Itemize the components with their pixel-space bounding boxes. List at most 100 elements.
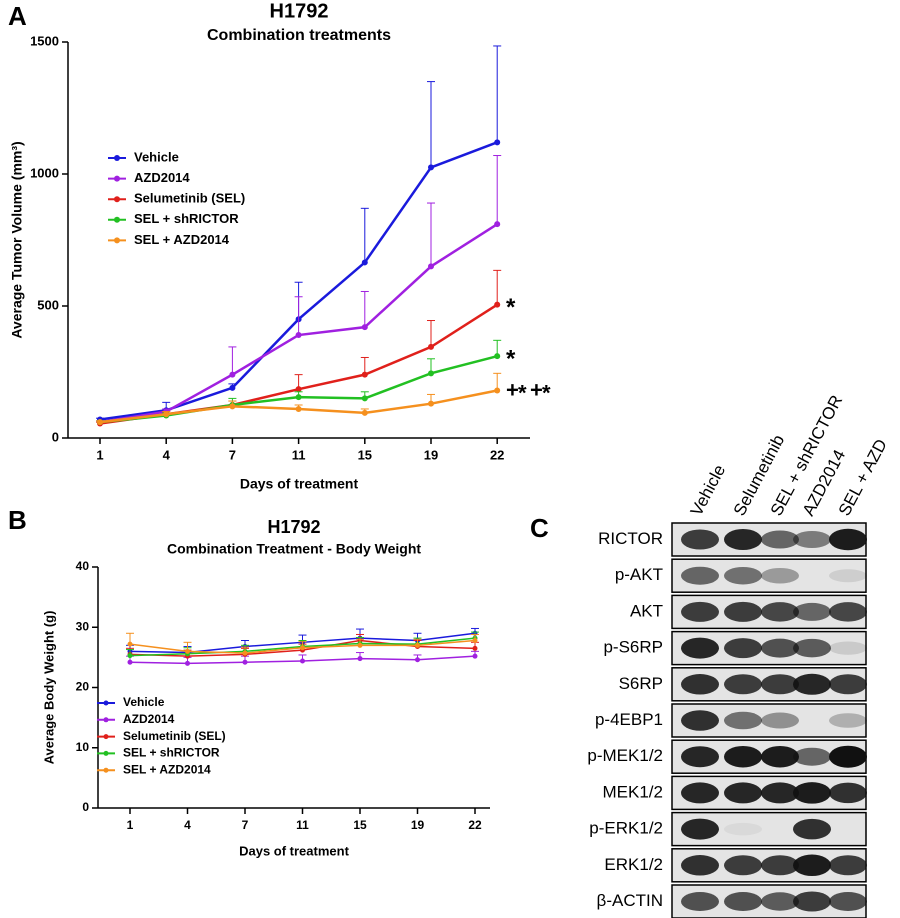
data-point <box>428 343 434 350</box>
band <box>793 782 831 804</box>
band <box>724 638 762 659</box>
legend-marker <box>114 216 120 223</box>
band <box>724 566 762 585</box>
legend-marker <box>103 717 109 723</box>
data-point <box>428 263 434 270</box>
y-tick-label: 1500 <box>30 33 59 48</box>
x-tick-label: 11 <box>296 818 309 832</box>
x-tick-label: 4 <box>163 447 171 462</box>
data-point <box>494 387 501 394</box>
x-tick-label: 22 <box>468 818 482 832</box>
legend-marker <box>103 734 109 740</box>
data-point <box>185 660 190 666</box>
data-point <box>300 658 305 664</box>
x-tick-label: 19 <box>424 447 438 462</box>
data-point <box>295 332 302 339</box>
x-tick-label: 19 <box>411 818 425 832</box>
data-point <box>494 301 501 308</box>
data-point <box>428 370 434 377</box>
x-tick-label: 15 <box>353 818 367 832</box>
legend-marker <box>114 237 120 244</box>
chart-subtitle: Combination treatments <box>207 27 391 44</box>
band <box>761 567 799 584</box>
band <box>681 637 719 659</box>
legend-marker <box>114 196 120 203</box>
row-label: p-ERK1/2 <box>589 819 663 838</box>
data-point <box>295 386 302 393</box>
band <box>829 855 867 876</box>
band <box>724 822 762 836</box>
y-tick-label: 0 <box>82 800 89 814</box>
x-tick-label: 11 <box>292 447 306 462</box>
data-point <box>361 395 368 402</box>
band <box>724 711 762 730</box>
annotation: * <box>506 346 516 373</box>
chart-title: H1792 <box>267 517 320 537</box>
panel-label: B <box>8 505 27 535</box>
band <box>793 747 831 766</box>
band <box>761 855 799 876</box>
data-point <box>242 659 248 665</box>
row-label: RICTOR <box>598 529 663 548</box>
x-tick-label: 1 <box>127 818 134 832</box>
band <box>829 602 867 622</box>
data-point <box>494 139 501 146</box>
row-label: p-4EBP1 <box>595 710 663 729</box>
data-point <box>361 371 368 378</box>
legend-label: SEL + shRICTOR <box>134 211 239 226</box>
legend-label: Selumetinib (SEL) <box>134 191 245 206</box>
annotation: * <box>506 294 516 321</box>
legend-marker <box>103 700 109 706</box>
band <box>761 712 799 729</box>
x-tick-label: 1 <box>96 447 103 462</box>
data-point <box>127 641 133 647</box>
band <box>681 601 719 622</box>
data-point <box>127 653 133 659</box>
band <box>829 892 867 911</box>
band <box>829 713 867 728</box>
data-point <box>229 371 236 378</box>
annotation: + <box>506 377 519 402</box>
band <box>681 529 719 550</box>
legend-marker <box>114 155 120 161</box>
row-label: S6RP <box>619 674 663 693</box>
lane-label: Vehicle <box>687 462 730 519</box>
panel-label: C <box>530 513 549 543</box>
lane-label: SEL + AZD <box>835 436 891 519</box>
x-axis-label: Days of treatment <box>239 843 349 858</box>
data-point <box>361 409 368 416</box>
band <box>761 602 799 622</box>
data-point <box>361 324 368 331</box>
data-point <box>242 650 248 656</box>
band <box>761 638 799 658</box>
band <box>724 892 762 911</box>
legend-label: Vehicle <box>123 695 165 709</box>
legend-label: AZD2014 <box>123 712 175 726</box>
y-tick-label: 1000 <box>30 165 59 180</box>
band <box>724 855 762 876</box>
band <box>793 602 831 621</box>
row-label: ERK1/2 <box>604 855 663 874</box>
data-point <box>295 405 302 412</box>
y-tick-label: 20 <box>76 680 90 694</box>
data-point <box>472 653 478 659</box>
band <box>829 569 867 583</box>
legend-label: SEL + AZD2014 <box>123 762 211 776</box>
row-label: p-AKT <box>615 565 663 584</box>
x-tick-label: 4 <box>184 818 191 832</box>
band <box>681 892 719 911</box>
data-point <box>229 384 236 391</box>
data-point <box>472 638 478 644</box>
band <box>793 891 831 912</box>
band <box>829 674 867 695</box>
data-point <box>415 657 420 663</box>
band <box>761 745 799 768</box>
band <box>724 529 762 550</box>
band <box>793 818 831 840</box>
annotation: + <box>530 377 543 402</box>
band <box>829 745 867 768</box>
legend-label: AZD2014 <box>134 170 190 185</box>
band <box>724 745 762 768</box>
x-tick-label: 7 <box>229 447 236 462</box>
band <box>681 566 719 585</box>
